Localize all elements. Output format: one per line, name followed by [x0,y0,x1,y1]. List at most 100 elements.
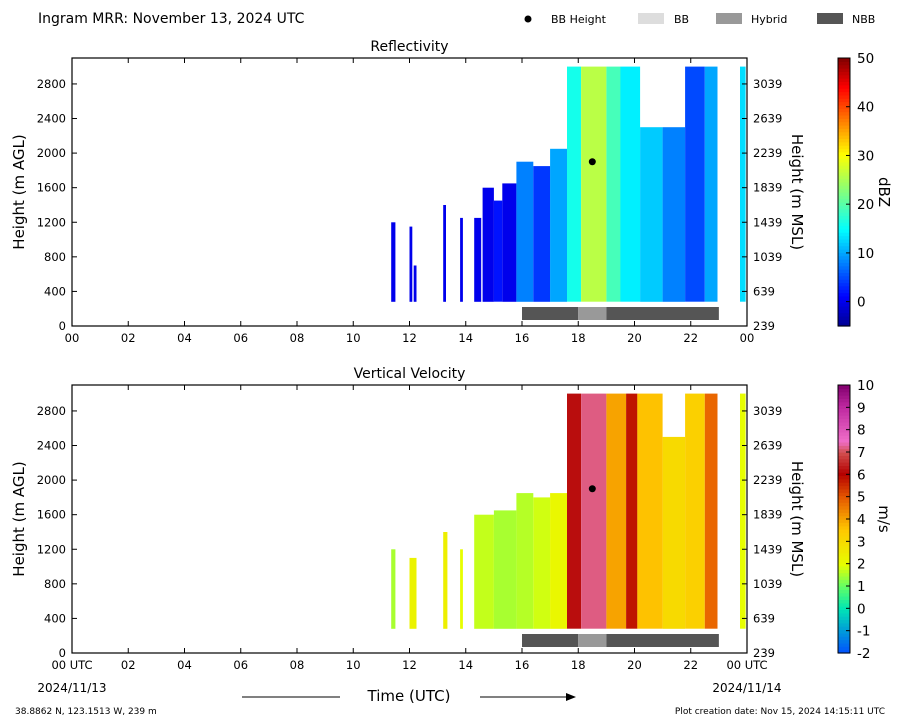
colorbar-segment [838,575,850,580]
data-column [685,66,705,302]
colorbar-segment [838,505,850,510]
colorbar-segment [838,175,850,180]
colorbar-segment [838,458,850,463]
colorbar-label: dBZ [875,177,893,207]
colorbar-segment [838,212,850,217]
colorbar-segment [838,295,850,300]
y2-tick-label: 2639 [753,439,782,453]
colorbar-segment [838,529,850,533]
x-tick-label: 20 [627,331,642,345]
data-column [516,493,534,629]
colorbar-segment [838,98,850,103]
colorbar-segment [838,512,850,517]
creation-date-text: Plot creation date: Nov 15, 2024 14:15:1… [675,707,885,717]
y2-tick-label: 2239 [753,473,782,487]
legend-label: NBB [852,13,875,26]
colorbar-segment [838,519,850,523]
colorbar-segment [838,508,850,513]
data-column [581,66,607,302]
bb-height-marker [588,158,596,166]
data-column [704,66,718,302]
colorbar-segment [838,155,850,160]
colorbar-segment [838,208,850,213]
x-tick-label: 08 [290,658,305,672]
colorbar-segment [838,475,850,480]
colorbar-segment [838,285,850,290]
x-tick-label: 02 [121,331,136,345]
colorbar-segment [838,71,850,76]
colorbar-segment [838,292,850,297]
colorbar-segment [838,462,850,466]
colorbar-segment [838,445,850,450]
colorbar-segment [838,165,850,170]
x-tick-label: 16 [515,658,530,672]
legend-label: Hybrid [751,13,787,26]
colorbar-segment [838,279,850,284]
x-tick-label: 04 [177,658,192,672]
y2-tick-label: 3039 [753,77,782,91]
colorbar-segment [838,465,850,470]
y-axis-label: Height (m AGL) [10,134,28,249]
colorbar-segment [838,198,850,203]
colorbar-segment [838,626,850,631]
colorbar-tick-label: 6 [857,467,866,483]
colorbar-segment [838,525,850,530]
colorbar-segment [838,171,850,176]
colorbar-segment [838,539,850,544]
colorbar-segment [838,138,850,143]
colorbar-segment [838,425,850,430]
colorbar-segment [838,188,850,193]
colorbar-segment [838,108,850,113]
y2-tick-label: 1039 [753,577,782,591]
colorbar-segment [838,438,850,443]
colorbar-segment [838,135,850,139]
colorbar-segment [838,319,850,324]
x-tick-label: 14 [458,331,473,345]
colorbar-segment [838,272,850,277]
colorbar-segment [838,596,850,600]
colorbar-segment [838,275,850,280]
colorbar-segment [838,118,850,123]
data-column [550,148,567,302]
data-column [391,222,396,302]
colorbar-segment [838,205,850,210]
bb-height-legend-marker [524,15,532,23]
x-tick-label: 14 [458,658,473,672]
y-tick-label: 0 [59,646,66,660]
x-tick-label: 22 [683,658,698,672]
legend: BB Height BB Hybrid NBB [524,13,875,26]
colorbar-segment [838,121,850,126]
data-column [413,265,417,302]
y-tick-label: 2800 [37,77,66,91]
colorbar-segment [838,255,850,260]
colorbar-segment [838,492,850,497]
colorbar-tick-label: 8 [857,423,866,439]
y2-tick-label: 1039 [753,250,782,264]
legend-swatch-hybrid [716,13,742,24]
colorbar-segment [838,151,850,156]
colorbar-segment [838,639,850,644]
colorbar-segment [838,131,850,136]
colorbar-segment [838,58,850,62]
data-column [474,514,494,629]
data-column [740,393,746,629]
y-tick-label: 2000 [37,473,66,487]
colorbar-tick-label: 2 [857,557,866,573]
colorbar-segment [838,248,850,253]
x-arrow-head-icon [566,693,576,701]
x-tick-label: 02 [121,658,136,672]
bb-type-segment-nbb [522,634,579,647]
data-column [581,393,607,629]
data-column [533,166,551,302]
y-tick-label: 1600 [37,181,66,195]
data-column [474,217,482,302]
x-tick-label: 00 UTC [51,658,92,672]
colorbar-segment [838,488,850,493]
colorbar-segment [838,259,850,263]
x-axis-label: Time (UTC) [367,687,451,705]
colorbar-segment [838,81,850,86]
colorbar-segment [838,78,850,83]
colorbar-segment [838,269,850,273]
colorbar-tick-label: -2 [857,646,870,662]
